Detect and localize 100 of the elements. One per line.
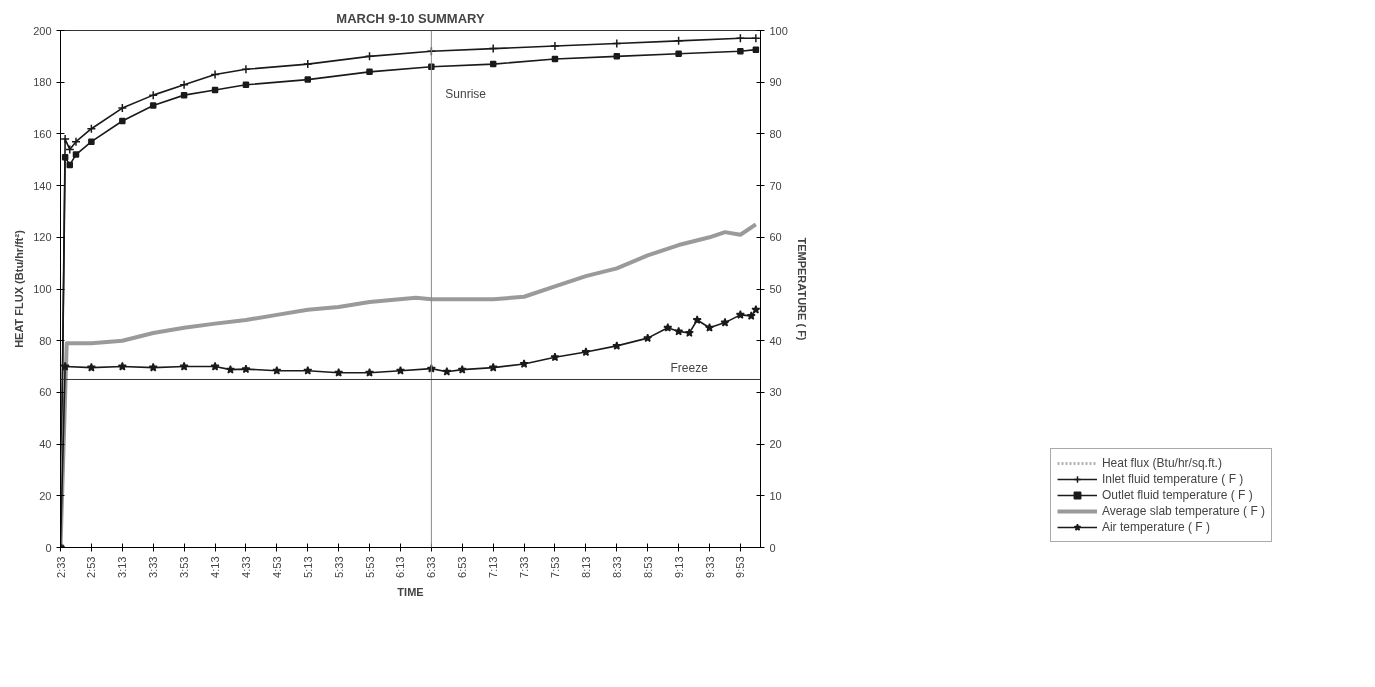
- y2-tick-label: 20: [769, 438, 782, 451]
- point: [442, 366, 452, 376]
- point: [303, 365, 313, 375]
- point: [241, 64, 251, 75]
- x-tick-label: 6:13: [394, 556, 407, 578]
- point: [148, 362, 158, 372]
- point: [117, 361, 127, 371]
- x-tick-label: 8:13: [579, 556, 592, 578]
- y-tick-label: 60: [39, 386, 52, 399]
- point: [550, 41, 560, 51]
- point: [241, 364, 251, 374]
- point: [751, 304, 761, 314]
- x-tick-label: 3:33: [147, 556, 160, 578]
- y-tick-label: 160: [33, 127, 52, 140]
- y2-tick-label: 40: [769, 334, 782, 347]
- x-tick-label: 6:33: [425, 556, 438, 578]
- point: [180, 91, 188, 99]
- legend-label: Heat flux (Btu/hr/sq.ft.): [1101, 455, 1222, 471]
- point: [457, 364, 467, 374]
- y2-tick-label: 90: [769, 76, 782, 89]
- legend-label: Average slab temperature ( F ): [1101, 503, 1266, 519]
- point: [752, 46, 760, 53]
- point: [304, 76, 312, 83]
- y2-axis-title: TEMPERATURE ( F): [795, 237, 808, 341]
- point: [211, 86, 219, 94]
- y2-tick-label: 70: [769, 179, 782, 192]
- point: [746, 311, 756, 320]
- y2-tick-label: 10: [769, 489, 782, 502]
- point: [60, 134, 70, 144]
- point: [65, 144, 75, 155]
- point: [61, 153, 69, 161]
- point: [550, 352, 560, 362]
- point: [210, 69, 220, 80]
- y-tick-label: 180: [33, 76, 52, 89]
- y2-tick-label: 30: [769, 386, 782, 399]
- point: [364, 368, 375, 377]
- point: [86, 362, 96, 372]
- point: [60, 361, 70, 371]
- point: [242, 81, 250, 89]
- x-tick-label: 7:33: [518, 556, 531, 578]
- y2-tick-label: 100: [769, 24, 788, 37]
- point: [737, 47, 744, 55]
- point: [225, 364, 235, 374]
- x-tick-label: 5:13: [301, 556, 314, 578]
- x-tick-label: 2:53: [85, 556, 98, 578]
- x-tick-label: 2:33: [54, 556, 67, 578]
- point: [148, 90, 158, 100]
- x-tick-label: 9:53: [734, 556, 747, 578]
- point: [71, 136, 81, 147]
- point: [751, 33, 761, 44]
- point: [66, 161, 74, 169]
- y-tick-label: 120: [33, 231, 52, 244]
- point: [643, 333, 653, 343]
- point: [366, 68, 373, 76]
- point: [674, 326, 684, 336]
- x-tick-label: 8:53: [641, 556, 654, 578]
- ref-line-label: Sunrise: [445, 86, 487, 101]
- y-tick-label: 20: [39, 489, 52, 502]
- point: [519, 359, 529, 368]
- point: [488, 43, 498, 54]
- point: [551, 55, 559, 63]
- y2-tick-label: 80: [769, 127, 782, 140]
- x-tick-label: 5:33: [332, 556, 345, 578]
- point: [704, 323, 715, 332]
- point: [673, 36, 684, 46]
- x-tick-label: 4:33: [239, 556, 252, 578]
- y2-tick-label: 50: [769, 283, 782, 295]
- point: [119, 117, 126, 125]
- x-tick-label: 7:13: [487, 556, 500, 578]
- point: [488, 362, 498, 372]
- point: [735, 310, 745, 319]
- x-tick-label: 3:13: [116, 556, 129, 578]
- x-tick-label: 3:53: [178, 556, 191, 578]
- chart-title: MARCH 9-10 SUMMARY: [336, 10, 485, 26]
- point: [581, 347, 591, 357]
- x-tick-label: 5:53: [363, 556, 376, 578]
- x-tick-label: 4:53: [270, 556, 283, 578]
- point: [72, 151, 80, 158]
- legend-label: Inlet fluid temperature ( F ): [1101, 471, 1244, 487]
- point: [612, 341, 622, 350]
- x-tick-label: 4:13: [209, 556, 222, 578]
- x-tick-label: 9:13: [672, 556, 685, 578]
- x-tick-label: 9:33: [703, 556, 716, 578]
- point: [88, 138, 95, 145]
- point: [612, 38, 622, 49]
- point: [303, 59, 313, 69]
- y-tick-label: 0: [45, 541, 52, 554]
- point: [613, 53, 621, 60]
- legend-label: Air temperature ( F ): [1101, 519, 1210, 535]
- y2-tick-label: 60: [769, 231, 782, 244]
- point: [663, 323, 673, 332]
- point: [117, 103, 128, 113]
- y-tick-label: 140: [33, 179, 52, 192]
- y-axis-title: HEAT FLUX (Btu/hr/ft²): [13, 229, 26, 348]
- point: [179, 80, 189, 90]
- legend-label: Outlet fluid temperature ( F ): [1101, 487, 1253, 503]
- x-tick-label: 6:53: [456, 556, 469, 578]
- point: [692, 315, 702, 325]
- point: [149, 102, 157, 109]
- y-tick-label: 80: [39, 334, 52, 347]
